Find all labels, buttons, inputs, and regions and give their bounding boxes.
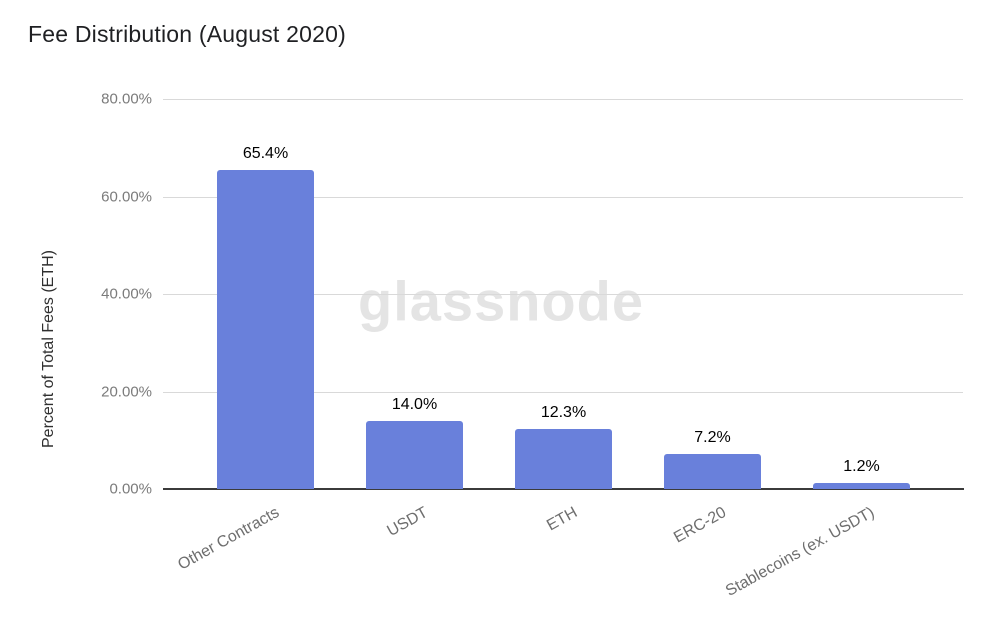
- y-tick-label: 80.00%: [101, 90, 152, 108]
- chart-title: Fee Distribution (August 2020): [28, 21, 346, 47]
- gridline: [163, 196, 963, 198]
- x-category-label: ERC-20: [670, 504, 729, 547]
- x-axis-line: [163, 488, 964, 490]
- y-tick-label: 60.00%: [101, 188, 152, 205]
- bar-other-contracts: [217, 170, 314, 489]
- x-category-label: Other Contracts: [174, 504, 282, 574]
- x-category-label: USDT: [384, 504, 431, 540]
- x-category-label: ETH: [543, 504, 580, 535]
- bar-value-label: 14.0%: [391, 395, 438, 413]
- x-category-label: Stablecoins (ex. USDT): [723, 504, 878, 600]
- gridline: [163, 99, 963, 100]
- y-tick-label: 20.00%: [101, 383, 152, 400]
- y-tick-label: 0.00%: [109, 480, 152, 498]
- bar-value-label: 65.4%: [242, 145, 289, 163]
- bar-value-label: 7.2%: [694, 428, 731, 446]
- bar-stablecoins-ex-usdt: [813, 483, 910, 489]
- bar-usdt: [366, 420, 463, 489]
- gridline: [163, 294, 963, 295]
- bar-erc-20: [664, 453, 761, 489]
- bar-value-label: 12.3%: [540, 404, 587, 422]
- gridline: [163, 391, 963, 393]
- watermark: glassnode: [358, 269, 644, 333]
- bar-eth: [515, 429, 612, 489]
- bar-value-label: 1.2%: [843, 458, 880, 476]
- y-tick-label: 40.00%: [101, 285, 152, 303]
